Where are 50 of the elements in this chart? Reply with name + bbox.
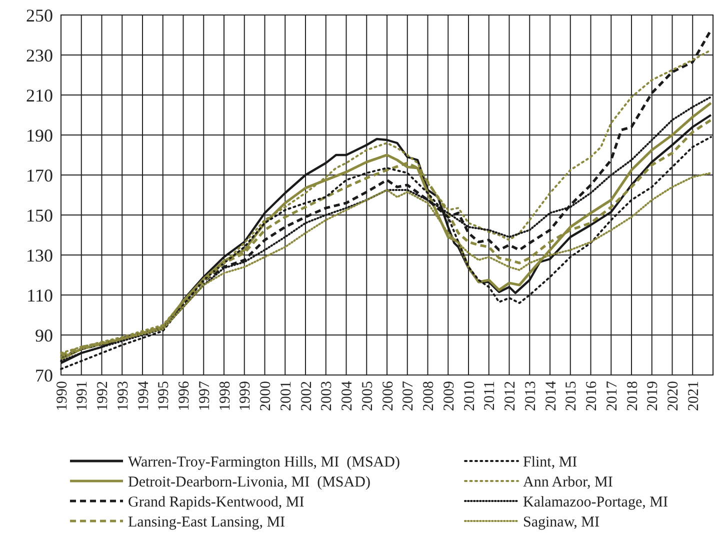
x-tick-label: 2016	[584, 380, 600, 411]
x-tick-label: 2004	[340, 380, 356, 411]
y-tick-label: 230	[26, 45, 53, 66]
x-tick-label: 1993	[115, 381, 132, 411]
legend-label: Warren-Troy-Farmington Hills, MI (MSAD)	[128, 454, 400, 470]
legend-label: Kalamazoo-Portage, MI	[523, 494, 668, 510]
y-tick-label: 170	[26, 165, 53, 186]
y-tick-label: 130	[26, 245, 53, 266]
x-tick-label: 2006	[380, 380, 396, 411]
x-tick-label: 2021	[686, 381, 702, 411]
x-tick-label: 2003	[319, 381, 336, 411]
x-tick-label: 2018	[624, 381, 641, 411]
legend-label: Grand Rapids-Kentwood, MI	[128, 494, 304, 510]
x-tick-label: 2011	[482, 381, 498, 410]
x-tick-label: 2012	[502, 381, 518, 411]
legend-label: Flint, MI	[523, 454, 578, 470]
legend-label: Lansing-East Lansing, MI	[128, 514, 286, 530]
y-tick-label: 190	[26, 125, 53, 146]
x-tick-label: 2000	[258, 381, 274, 411]
x-tick-label: 2005	[360, 381, 376, 411]
legend-label: Ann Arbor, MI	[523, 474, 613, 490]
x-tick-label: 1995	[156, 381, 172, 411]
legend-label: Detroit-Dearborn-Livonia, MI (MSAD)	[128, 474, 370, 490]
x-tick-label: 1991	[74, 381, 91, 411]
x-tick-label: 2013	[522, 381, 539, 411]
y-tick-label: 90	[35, 325, 53, 346]
y-tick-label: 210	[26, 85, 53, 106]
x-tick-label: 2020	[666, 381, 682, 411]
x-tick-label: 2002	[298, 381, 315, 411]
x-tick-label: 1992	[95, 381, 111, 411]
y-tick-label: 250	[26, 5, 53, 26]
x-tick-label: 1999	[238, 381, 254, 411]
x-tick-label: 1997	[196, 380, 213, 411]
x-tick-label: 2015	[564, 381, 580, 411]
x-tick-label: 2009	[441, 381, 458, 411]
x-tick-label: 2007	[400, 380, 417, 411]
x-tick-label: 2017	[604, 380, 620, 411]
x-tick-label: 2008	[421, 381, 437, 411]
x-tick-label: 1998	[217, 381, 234, 411]
x-tick-label: 2010	[462, 381, 478, 411]
y-tick-label: 70	[35, 365, 53, 386]
x-tick-label: 1990	[54, 381, 70, 411]
x-tick-label: 1994	[136, 380, 152, 411]
x-tick-label: 2014	[543, 380, 560, 411]
x-tick-label: 2019	[645, 381, 662, 411]
y-tick-label: 110	[26, 285, 53, 306]
x-tick-label: 2001	[278, 381, 294, 411]
legend-label: Saginaw, MI	[523, 514, 600, 530]
x-tick-label: 1996	[176, 380, 192, 411]
y-tick-label: 150	[26, 205, 53, 226]
